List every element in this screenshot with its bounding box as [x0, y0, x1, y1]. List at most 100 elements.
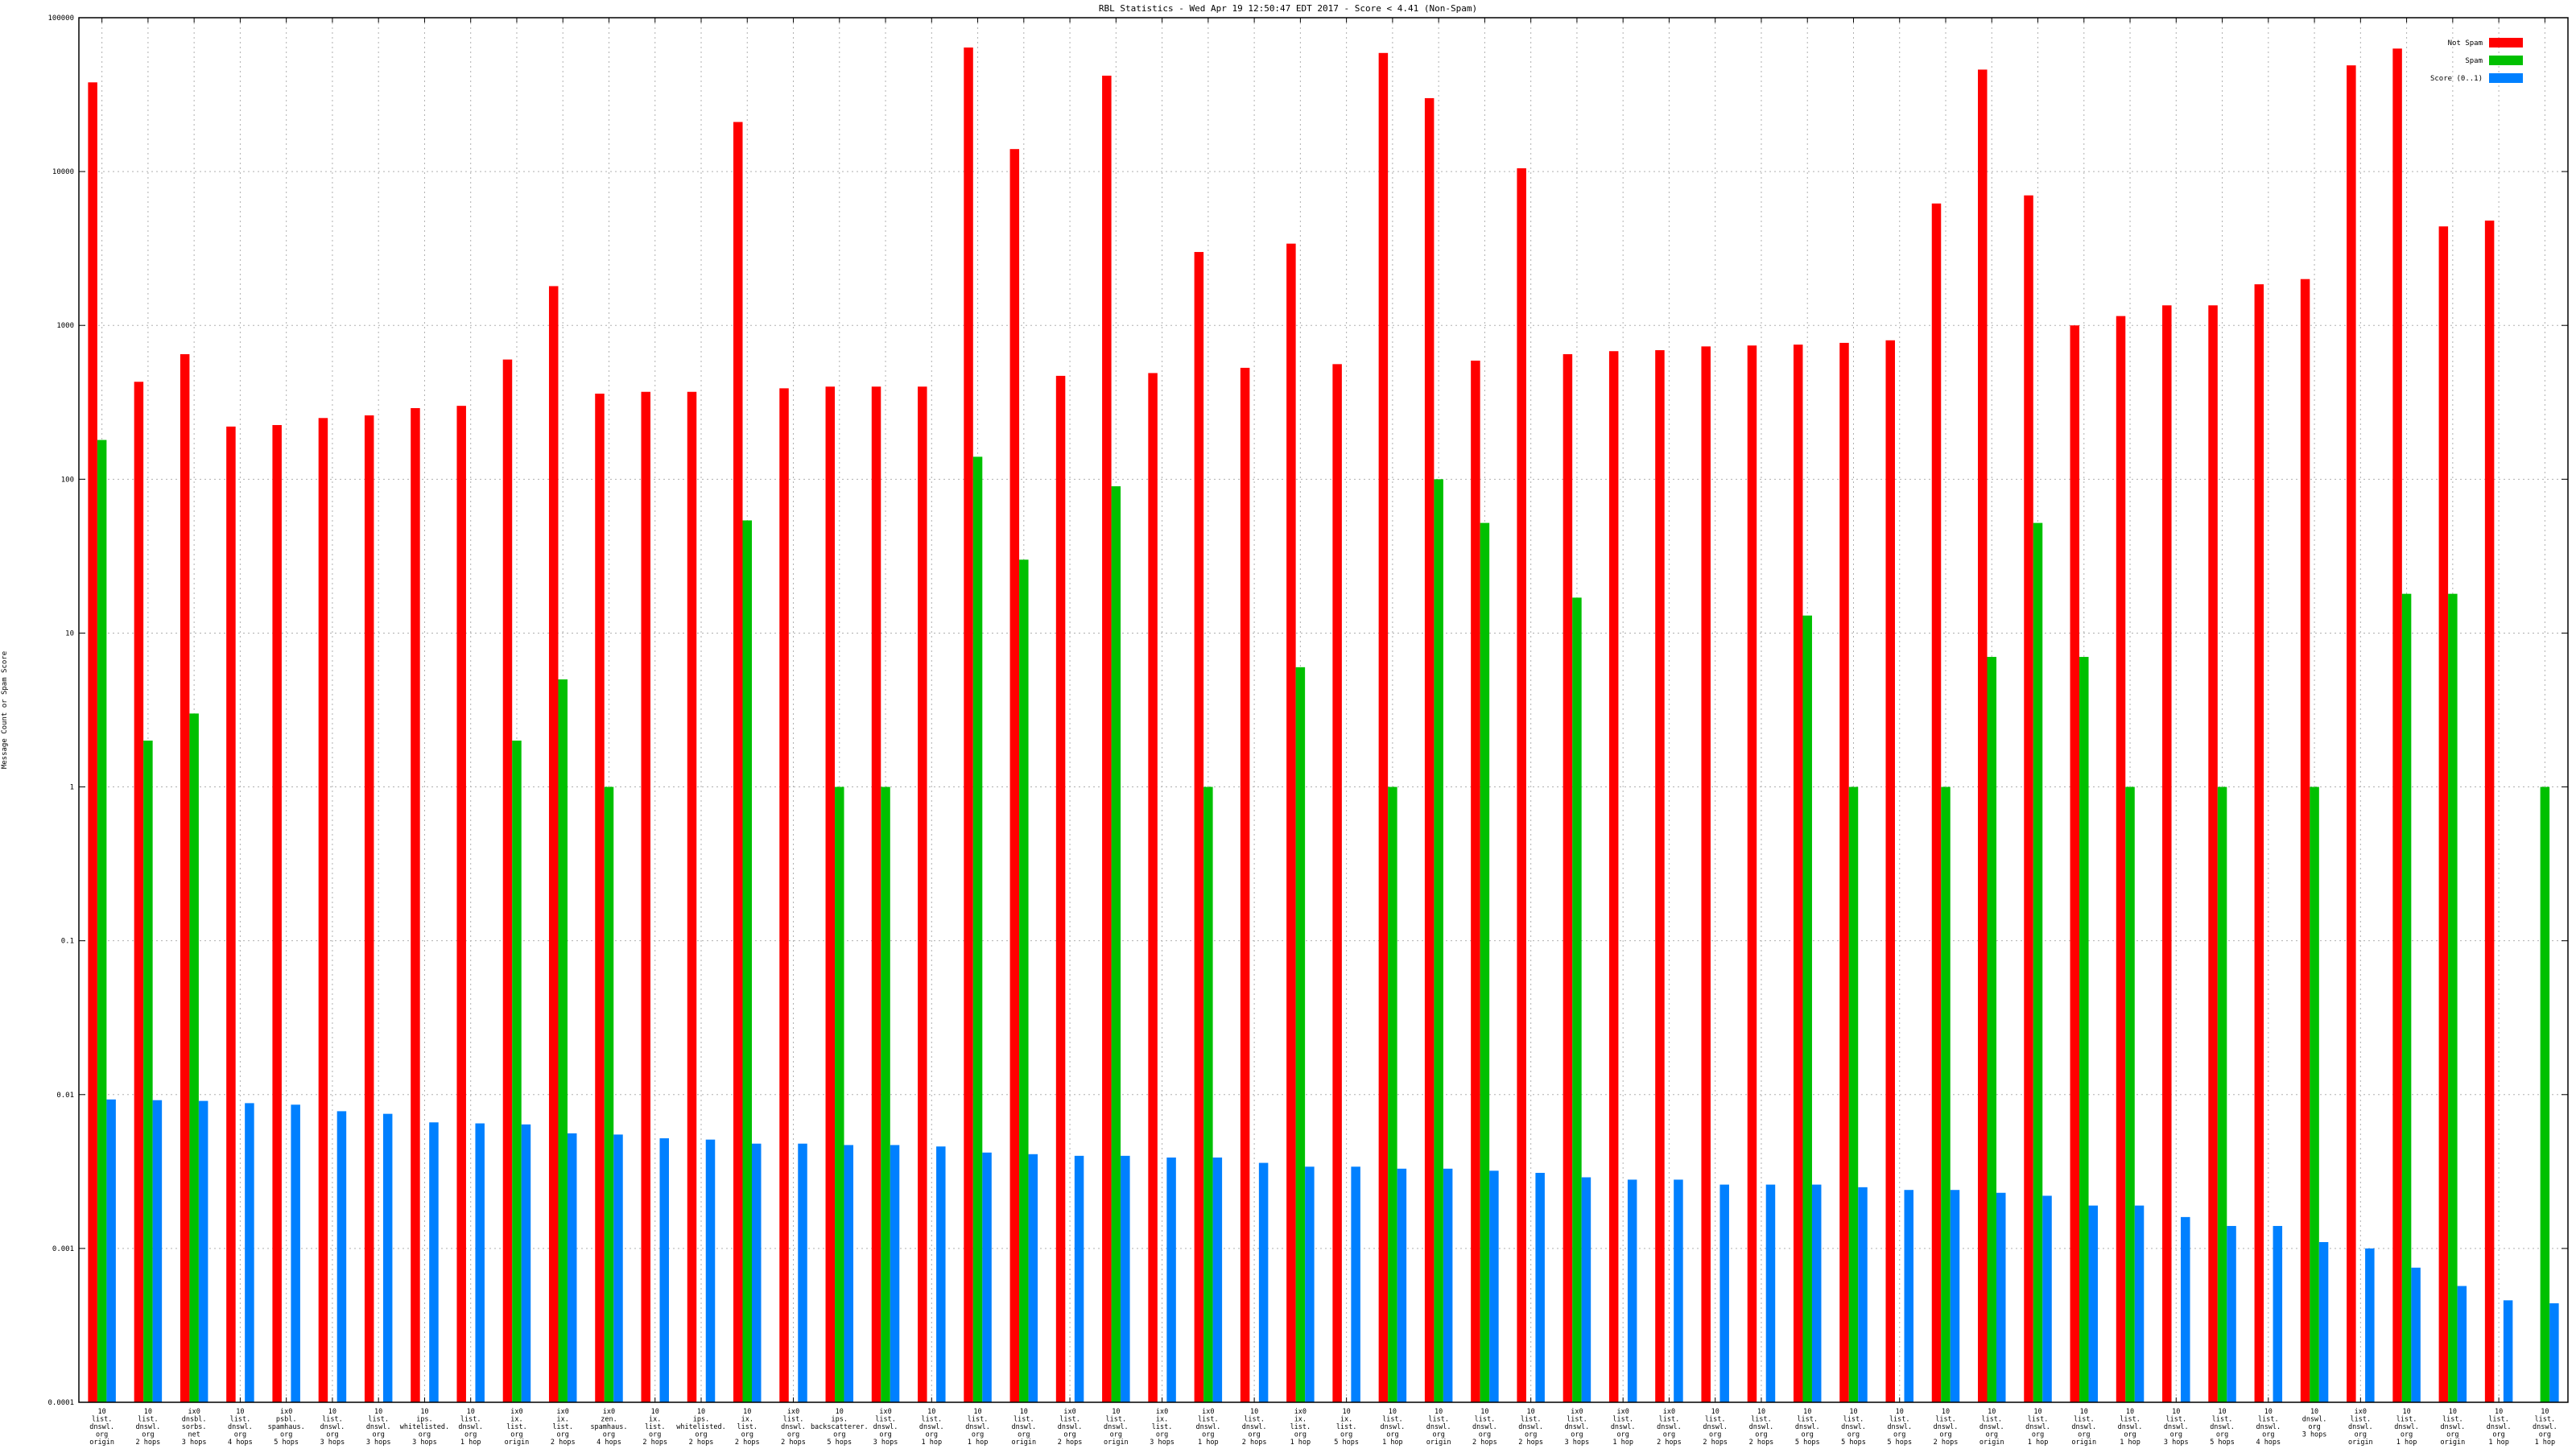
bar-spam [2540, 786, 2550, 1402]
x-tick-label: 10 list. dnswl. org 2 hops [1472, 1408, 1497, 1447]
bar-score-0-1 [2088, 1205, 2099, 1402]
x-tick-label: ix0 list. dnswl. org 1 hop [1195, 1408, 1220, 1447]
bar-not-spam [1378, 52, 1389, 1402]
bar-not-spam [134, 382, 144, 1402]
y-tick-label: 0.1 [61, 938, 74, 946]
bar-spam [742, 520, 753, 1402]
bar-score-0-1 [245, 1103, 254, 1402]
bar-not-spam [180, 353, 190, 1402]
bar-not-spam [2484, 221, 2495, 1403]
x-tick-label: ix0 ix. list. org origin [505, 1408, 530, 1447]
y-tick-label: 0.01 [56, 1092, 74, 1100]
x-tick-label: 10 list. dnswl. org 1 hop [965, 1408, 990, 1447]
x-tick-label: 10 list. dnswl. org 1 hop [2487, 1408, 2512, 1447]
legend-swatch [2489, 56, 2523, 65]
bar-spam [1572, 597, 1582, 1402]
chart-title: RBL Statistics - Wed Apr 19 12:50:47 EDT… [1098, 3, 1478, 14]
bar-not-spam [1240, 367, 1250, 1403]
legend-swatch [2489, 73, 2523, 83]
x-tick-label: 10 list. dnswl. org 2 hops [1242, 1408, 1267, 1447]
x-tick-label: ix0 psbl. spamhaus. org 5 hops [268, 1408, 305, 1447]
bar-not-spam [964, 47, 973, 1403]
legend-swatch [2489, 38, 2523, 47]
bar-not-spam [1563, 353, 1573, 1402]
bar-not-spam [226, 426, 236, 1402]
x-tick-label: 10 list. dnswl. org 3 hops [2164, 1408, 2189, 1447]
x-tick-label: 10 list. dnswl. org 2 hops [1934, 1408, 1959, 1447]
x-tick-label: 10 ix. list. org 2 hops [735, 1408, 760, 1447]
bar-not-spam [548, 286, 559, 1403]
bar-score-0-1 [198, 1100, 208, 1402]
bar-spam [972, 456, 983, 1402]
bar-spam [2217, 786, 2227, 1402]
bar-not-spam [1793, 345, 1803, 1403]
bar-score-0-1 [1811, 1184, 1822, 1402]
bar-spam [1848, 786, 1859, 1402]
legend-label: Score (0..1) [2430, 75, 2483, 83]
bar-score-0-1 [2549, 1303, 2559, 1402]
x-tick-label: 10 list. dnswl. org 5 hops [1887, 1408, 1912, 1447]
bar-score-0-1 [521, 1124, 531, 1402]
bar-not-spam [733, 122, 743, 1403]
bar-spam [835, 786, 844, 1402]
bar-score-0-1 [705, 1139, 716, 1402]
x-tick-label: 10 ix. list. org 5 hops [1334, 1408, 1359, 1447]
bar-spam [1111, 486, 1121, 1402]
bar-score-0-1 [2134, 1205, 2145, 1402]
bar-score-0-1 [659, 1138, 669, 1402]
bar-score-0-1 [475, 1123, 485, 1402]
bar-score-0-1 [1904, 1190, 1913, 1402]
x-tick-label: 10 list. dnswl. org 1 hop [2394, 1408, 2419, 1447]
bar-spam [2079, 657, 2089, 1402]
bar-not-spam [2024, 195, 2033, 1402]
x-tick-label: 10 list. dnswl. org 5 hops [2210, 1408, 2235, 1447]
x-tick-label: 10 list. dnswl. org 2 hops [1749, 1408, 1774, 1447]
bar-not-spam [502, 359, 513, 1402]
y-tick-label: 1 [70, 784, 74, 792]
bar-score-0-1 [336, 1111, 347, 1402]
bar-score-0-1 [1535, 1172, 1545, 1402]
bar-spam [1388, 786, 1397, 1402]
bar-not-spam [641, 391, 650, 1403]
bar-not-spam [2208, 305, 2218, 1403]
x-tick-label: 10 list. dnswl. org origin [1011, 1408, 1036, 1447]
bar-spam [1434, 479, 1443, 1403]
bar-not-spam [364, 415, 374, 1402]
bar-not-spam [411, 407, 420, 1403]
bar-score-0-1 [2457, 1286, 2467, 1402]
bar-score-0-1 [2411, 1267, 2421, 1402]
x-tick-label: 10 list. dnswl. org 1 hop [1381, 1408, 1406, 1447]
bar-spam [189, 713, 199, 1402]
bar-score-0-1 [936, 1146, 946, 1402]
bar-score-0-1 [1996, 1192, 2006, 1402]
y-tick-label: 1000 [56, 322, 74, 330]
x-tick-label: 10 list. dnswl. org origin [2071, 1408, 2096, 1447]
x-tick-label: ix0 list. dnswl. org 3 hops [873, 1408, 898, 1447]
bar-score-0-1 [1397, 1168, 1407, 1402]
bar-score-0-1 [567, 1133, 577, 1402]
bar-score-0-1 [106, 1099, 116, 1402]
bar-score-0-1 [2503, 1300, 2513, 1402]
bar-not-spam [2438, 226, 2449, 1403]
y-tick-label: 0.0001 [47, 1399, 74, 1407]
bar-score-0-1 [1443, 1168, 1453, 1402]
bar-not-spam [871, 386, 881, 1403]
x-tick-label: 10 list. dnswl. org origin [89, 1408, 114, 1447]
x-tick-label: ix0 list. dnswl. org 2 hops [1058, 1408, 1083, 1447]
plot-frame [78, 17, 2569, 1403]
bar-score-0-1 [1351, 1166, 1360, 1402]
bar-score-0-1 [1121, 1155, 1130, 1402]
x-tick-label: 10 list. dnswl. org 3 hops [320, 1408, 345, 1447]
bar-spam [604, 786, 614, 1402]
bar-not-spam [1009, 149, 1020, 1402]
bar-score-0-1 [2227, 1225, 2236, 1402]
x-tick-label: 10 list. dnswl. org origin [2440, 1408, 2465, 1447]
bar-score-0-1 [1765, 1184, 1776, 1402]
x-tick-label: ix0 list. dnswl. org 1 hop [1611, 1408, 1636, 1447]
bar-spam [881, 786, 890, 1402]
legend-label: Not Spam [2448, 39, 2483, 47]
bar-score-0-1 [2181, 1216, 2190, 1402]
x-tick-label: ix0 ix. list. org 3 hops [1150, 1408, 1174, 1447]
bar-score-0-1 [152, 1100, 163, 1402]
bar-not-spam [2300, 279, 2310, 1403]
